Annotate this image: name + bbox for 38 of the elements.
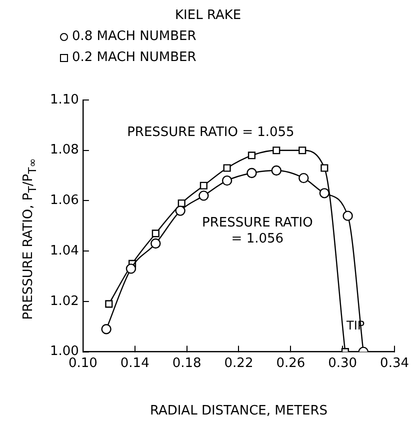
x-tick-label: 0.10 — [68, 356, 98, 371]
point — [319, 188, 330, 198]
point — [126, 264, 136, 274]
point — [200, 182, 208, 190]
y-tick-label: 1.08 — [50, 142, 79, 158]
point — [105, 300, 113, 308]
x-tick-label: 0.34 — [380, 356, 410, 371]
point — [271, 165, 282, 176]
x-tick-label: 0.18 — [172, 356, 202, 371]
point — [298, 146, 306, 154]
x-tick-label: 0.22 — [224, 356, 254, 371]
legend-label: 0.8 MACH NUMBER — [72, 29, 196, 44]
x-tick-label: 0.14 — [120, 356, 150, 371]
y-tick-label: 1.02 — [50, 294, 79, 309]
point — [175, 206, 186, 216]
point — [178, 199, 186, 208]
x-axis-title: RADIAL DISTANCE, METERS — [150, 404, 328, 419]
point — [246, 168, 257, 178]
point — [298, 172, 309, 184]
y-tick-label: 1.04 — [50, 243, 79, 258]
point — [150, 238, 161, 249]
point — [320, 164, 328, 172]
point — [223, 164, 231, 172]
point — [248, 152, 256, 160]
y-tick-label: 1.10 — [50, 92, 79, 108]
x-tick-label: 0.26 — [276, 356, 306, 371]
x-tick-label: 0.30 — [328, 356, 358, 371]
point — [222, 175, 232, 186]
point — [342, 210, 353, 221]
point — [101, 324, 112, 334]
y-tick-label: 1.06 — [50, 193, 79, 208]
annotation: PRESSURE RATIO = 1.056 — [202, 215, 313, 246]
legend-label: 0.2 MACH NUMBER — [72, 50, 196, 65]
point — [198, 190, 209, 201]
legend-title: KIEL RAKE — [174, 8, 242, 23]
annotation: PRESSURE RATIO = 1.055 — [127, 125, 294, 140]
point — [152, 230, 160, 238]
point — [272, 146, 280, 154]
